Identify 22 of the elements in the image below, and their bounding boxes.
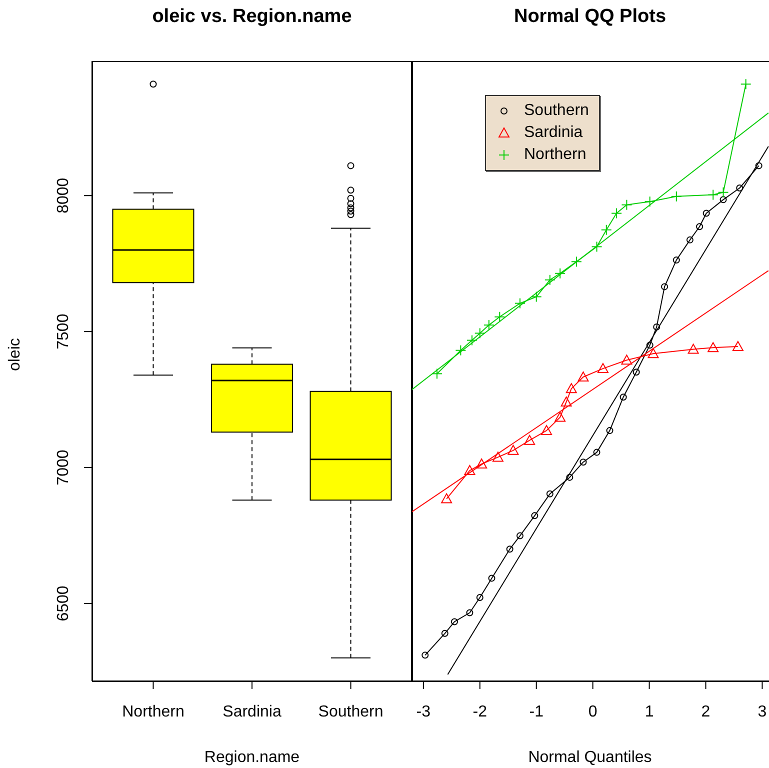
chart-title: Normal QQ Plots xyxy=(512,6,668,28)
x-tick-label: -1 xyxy=(529,703,544,720)
legend-label: Northern xyxy=(524,145,586,165)
x-tick-label: -2 xyxy=(472,703,488,720)
legend-label: Sardinia xyxy=(524,123,583,143)
y-tick-label: 8000 xyxy=(55,178,72,214)
y-tick-label: 6500 xyxy=(55,586,72,622)
x-axis-title: Region.name xyxy=(204,749,300,766)
x-tick-label: Southern xyxy=(318,703,384,720)
chart-title: oleic vs. Region.name xyxy=(151,6,353,28)
x-tick-label: 3 xyxy=(758,703,767,720)
x-axis-title: Normal Quantiles xyxy=(528,749,652,766)
x-tick-label: Northern xyxy=(122,703,184,720)
legend-label: Southern xyxy=(524,101,589,121)
y-axis-title: oleic xyxy=(6,338,24,371)
y-tick-label: 7000 xyxy=(55,450,72,486)
x-tick-label: 0 xyxy=(588,703,598,720)
x-tick-label: 1 xyxy=(644,703,654,720)
x-tick-label: 2 xyxy=(701,703,710,720)
y-tick-label: 7500 xyxy=(55,314,72,350)
x-tick-label: Sardinia xyxy=(222,703,282,720)
x-tick-label: -3 xyxy=(416,703,431,720)
